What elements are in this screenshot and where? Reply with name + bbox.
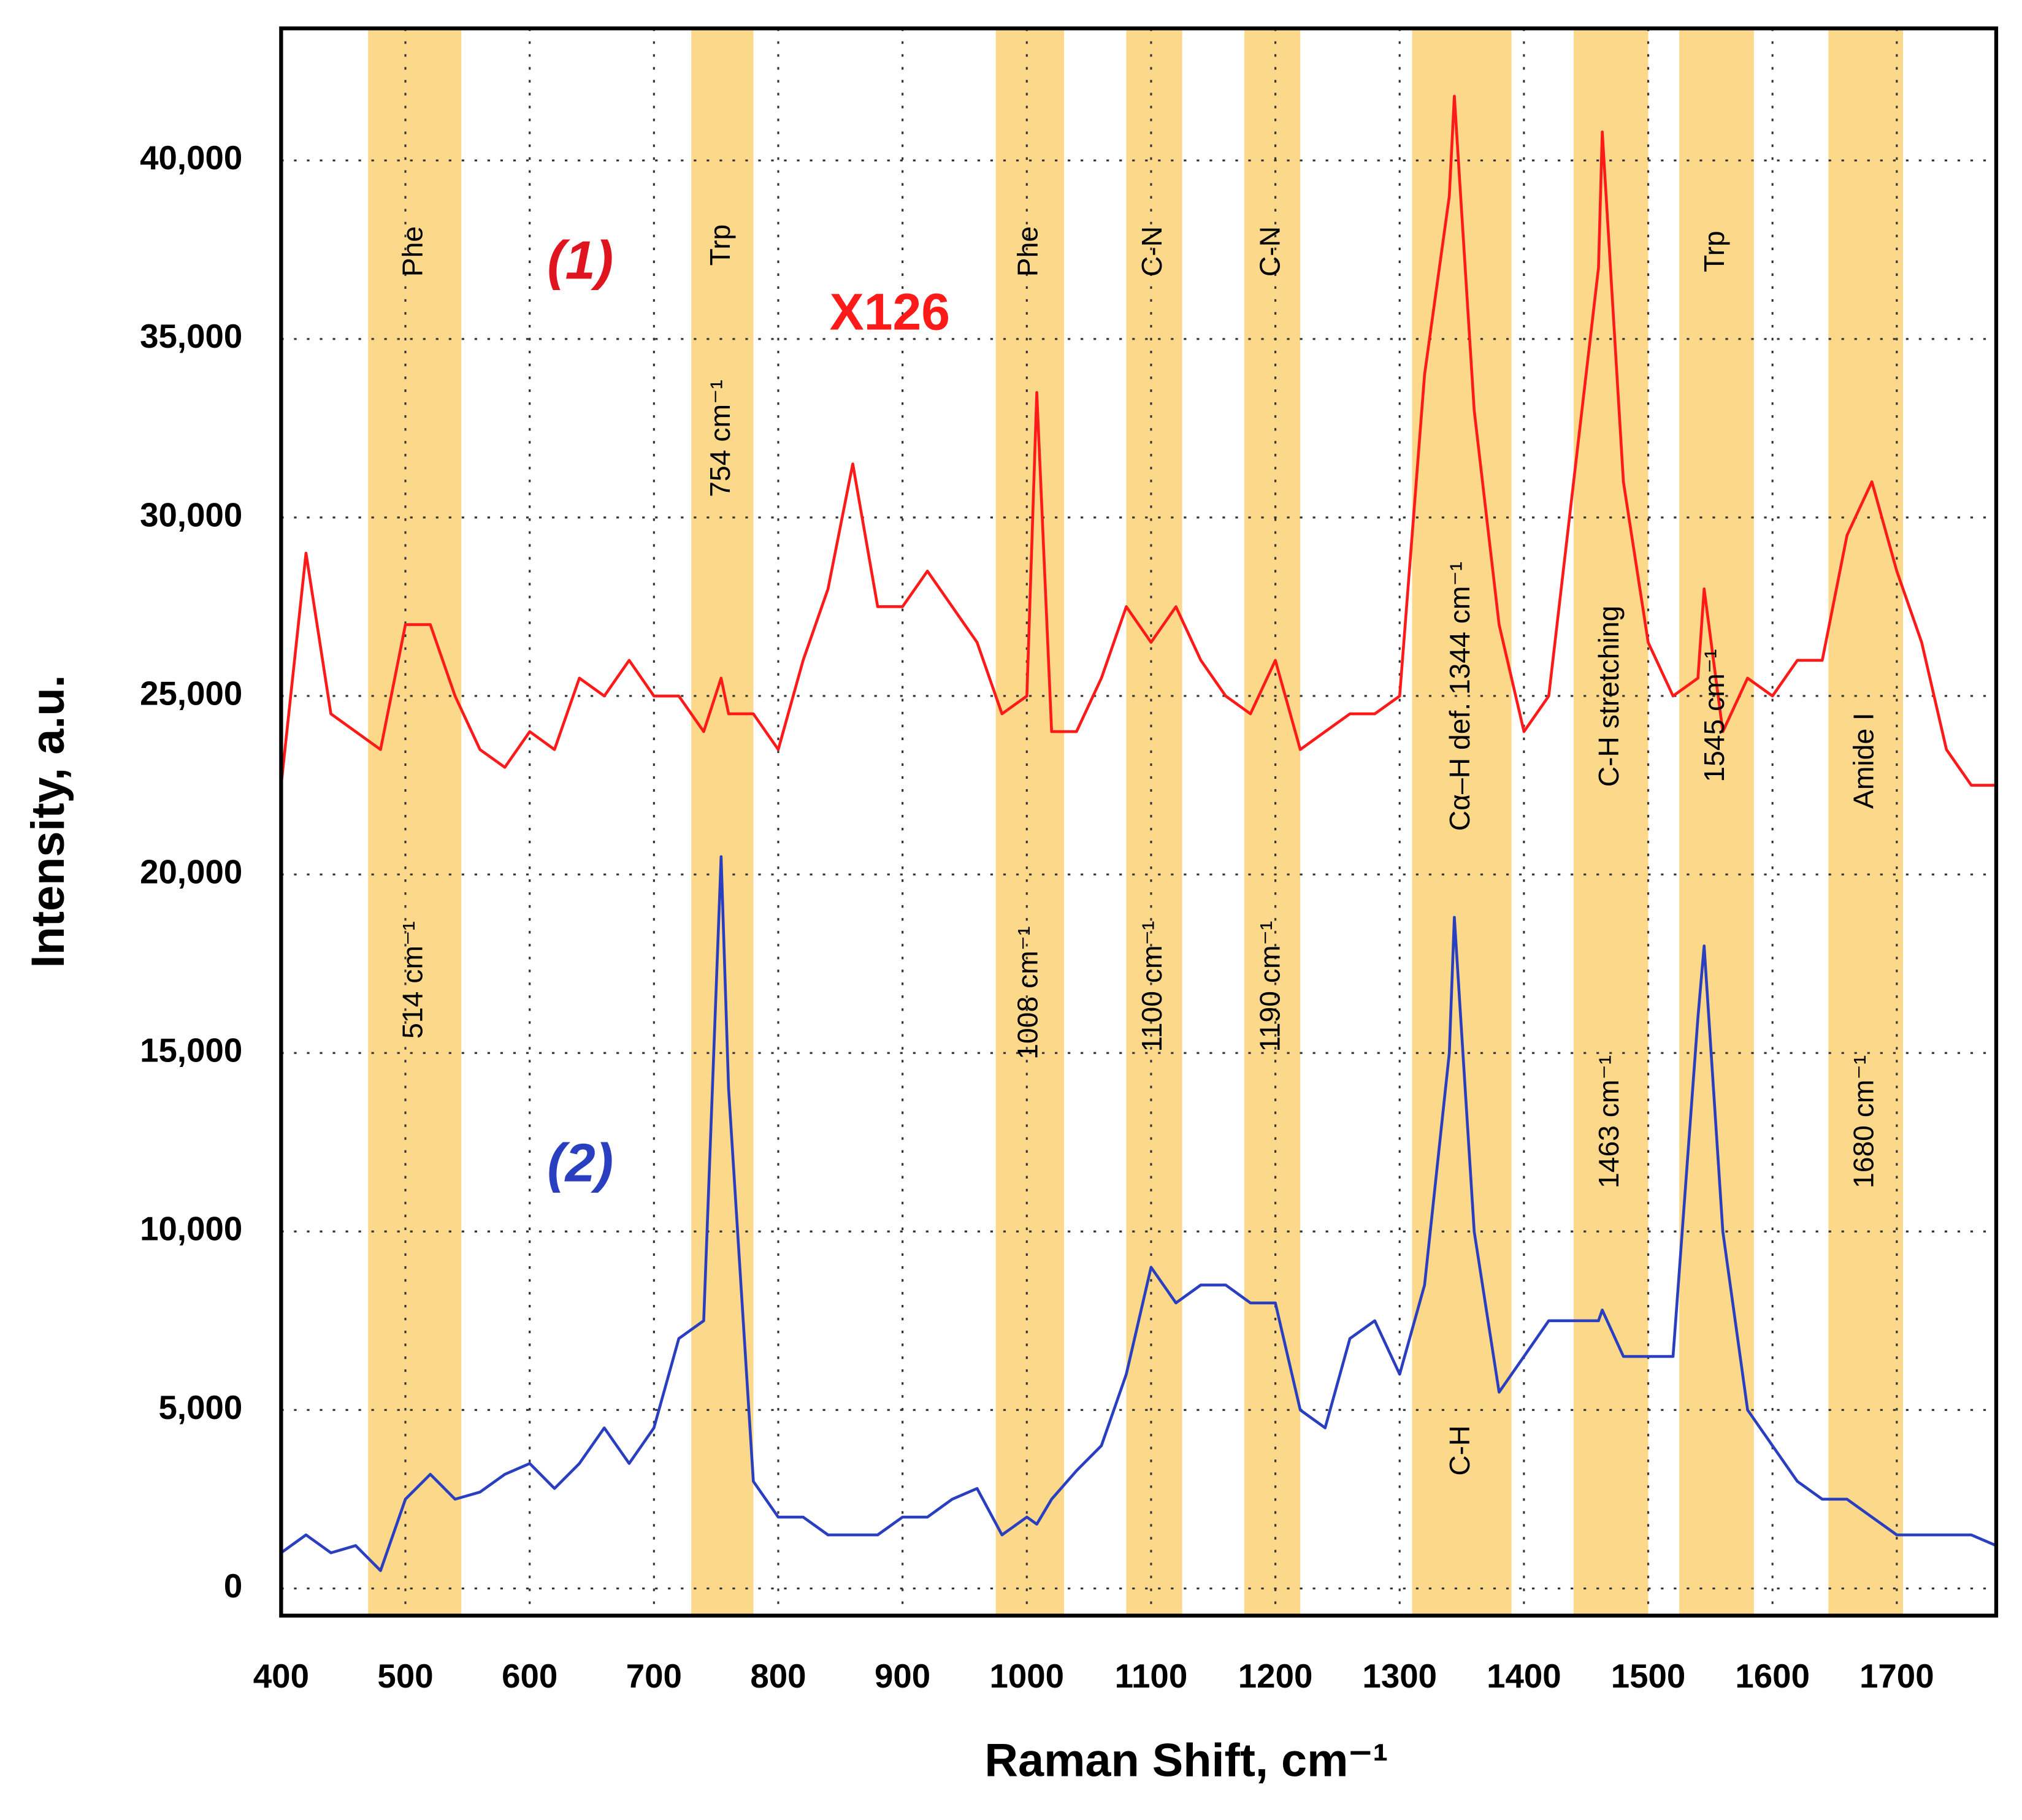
band-label: 1680 cm⁻¹ bbox=[1847, 1055, 1879, 1188]
band bbox=[1126, 28, 1182, 1616]
band-label: C-N bbox=[1254, 226, 1286, 277]
x-tick-label: 700 bbox=[626, 1658, 682, 1695]
x-tick-label: 800 bbox=[750, 1658, 806, 1695]
series-line bbox=[280, 94, 1996, 787]
annotation: (2) bbox=[547, 1132, 613, 1193]
band-label: 1545 cm⁻¹ bbox=[1698, 649, 1730, 782]
band bbox=[1679, 28, 1754, 1616]
band bbox=[995, 28, 1065, 1616]
y-tick-label: 30,000 bbox=[140, 496, 242, 533]
annotation: (1) bbox=[547, 229, 613, 290]
band-label: Trp bbox=[1698, 231, 1730, 272]
x-tick-label: 400 bbox=[253, 1658, 309, 1695]
bands bbox=[368, 28, 1903, 1616]
band bbox=[691, 28, 754, 1616]
x-tick-label: 900 bbox=[875, 1658, 930, 1695]
series-line bbox=[280, 855, 1997, 1572]
x-tick-label: 1400 bbox=[1487, 1658, 1561, 1695]
band-label: 1190 cm⁻¹ bbox=[1254, 921, 1286, 1052]
x-tick-label: 1200 bbox=[1238, 1658, 1313, 1695]
y-tick-label: 10,000 bbox=[140, 1210, 242, 1248]
band-label: 1008 cm⁻¹ bbox=[1012, 926, 1044, 1059]
x-tick-label: 1300 bbox=[1362, 1658, 1437, 1695]
band-label: 1100 cm⁻¹ bbox=[1136, 921, 1168, 1052]
x-tick-label: 1600 bbox=[1735, 1658, 1810, 1695]
x-tick-label: 1000 bbox=[989, 1658, 1064, 1695]
x-tick-label: 500 bbox=[377, 1658, 433, 1695]
y-axis-label: Intensity, a.u. bbox=[22, 675, 74, 968]
y-tick-label: 0 bbox=[224, 1567, 242, 1605]
y-tick-label: 20,000 bbox=[140, 854, 242, 891]
band-label: 754 cm⁻¹ bbox=[704, 380, 736, 497]
band-label: 1463 cm⁻¹ bbox=[1593, 1055, 1625, 1188]
band-label: 514 cm⁻¹ bbox=[396, 921, 428, 1038]
y-tick-label: 40,000 bbox=[140, 139, 242, 177]
band-label: Trp bbox=[704, 224, 736, 266]
labels: Phe 514 cm⁻¹ Trp 754 cm⁻¹ Phe 1008 cm⁻¹ C-N 110… bbox=[140, 139, 1934, 1695]
x-tick-label: 600 bbox=[502, 1658, 557, 1695]
band-label: C-H bbox=[1444, 1425, 1476, 1475]
band bbox=[368, 28, 462, 1616]
band bbox=[1412, 28, 1512, 1616]
band-label: Phe bbox=[396, 226, 428, 277]
y-tick-label: 5,000 bbox=[159, 1389, 243, 1426]
annotation: X126 bbox=[830, 283, 950, 340]
x-tick-label: 1500 bbox=[1611, 1658, 1686, 1695]
grid bbox=[280, 28, 1996, 1616]
y-tick-label: 15,000 bbox=[140, 1032, 242, 1069]
band bbox=[1244, 28, 1301, 1616]
plot-frame bbox=[279, 26, 1999, 1618]
x-axis-label: Raman Shift, cm⁻¹ bbox=[984, 1734, 1388, 1786]
band-label: C-H stretching bbox=[1593, 606, 1625, 787]
x-tick-label: 1100 bbox=[1115, 1658, 1188, 1695]
y-tick-label: 35,000 bbox=[140, 318, 242, 355]
band bbox=[1828, 28, 1903, 1616]
band-label: C-N bbox=[1136, 226, 1168, 277]
x-tick-label: 1700 bbox=[1859, 1658, 1934, 1695]
y-tick-label: 25,000 bbox=[140, 675, 242, 712]
band-label: Amide I bbox=[1847, 713, 1879, 809]
band-label: Phe bbox=[1012, 226, 1044, 277]
lines bbox=[280, 94, 1997, 1572]
band-label: Cα–H def. 1344 cm⁻¹ bbox=[1444, 562, 1476, 831]
